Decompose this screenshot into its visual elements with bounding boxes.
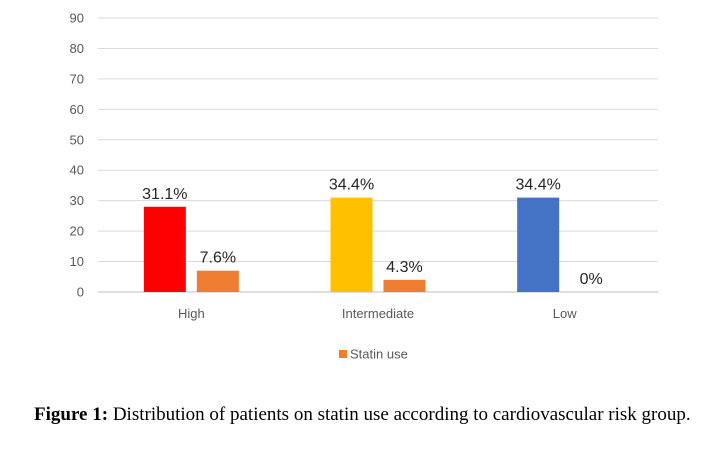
caption-label: Figure 1: (34, 404, 109, 425)
y-tick-label: 70 (70, 71, 84, 86)
y-tick-label: 40 (70, 163, 84, 178)
y-tick-label: 30 (70, 193, 84, 208)
bars (143, 197, 560, 292)
data-label: 31.1% (142, 186, 187, 203)
figure-caption: Figure 1: Distribution of patients on st… (34, 402, 699, 428)
legend-swatch (339, 350, 347, 358)
category-label-low: Low (553, 306, 577, 321)
bar-risk-group-high (143, 206, 186, 292)
y-tick-label: 60 (70, 102, 84, 117)
y-tick-label: 10 (70, 254, 84, 269)
caption-text: Distribution of patients on statin use a… (108, 404, 691, 425)
data-label: 34.4% (515, 177, 560, 194)
data-label: 0% (580, 271, 603, 288)
gridlines (98, 17, 658, 293)
y-tick-label: 90 (70, 11, 84, 26)
y-tick-label: 0 (77, 285, 84, 300)
bar-statin-use-high (196, 270, 239, 292)
data-label: 7.6% (200, 250, 236, 267)
bar-risk-group-low (517, 197, 560, 292)
category-label-high: High (178, 306, 205, 321)
category-labels: High Intermediate Low (178, 306, 577, 321)
y-axis-ticks: 0 10 20 30 40 50 60 70 80 90 (70, 11, 84, 300)
bar-chart: 0 10 20 30 40 50 60 70 80 90 31.1% 7.6% 34.4% 4.3% 34… (70, 11, 658, 362)
bar-risk-group-intermediate (330, 197, 373, 292)
legend: Statin use (339, 347, 408, 362)
y-tick-label: 50 (70, 132, 84, 147)
legend-label: Statin use (350, 347, 408, 362)
data-label: 4.3% (386, 259, 422, 276)
data-labels: 31.1% 7.6% 34.4% 4.3% 34.4% 0% (142, 177, 603, 288)
bar-statin-use-intermediate (383, 279, 426, 292)
y-tick-label: 20 (70, 224, 84, 239)
y-tick-label: 80 (70, 41, 84, 56)
category-label-intermediate: Intermediate (342, 306, 414, 321)
data-label: 34.4% (329, 177, 374, 194)
